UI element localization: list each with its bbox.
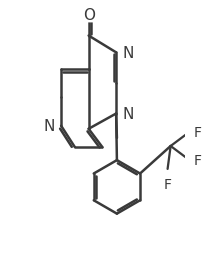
Text: O: O — [83, 8, 95, 23]
Text: N: N — [122, 107, 134, 121]
Text: F: F — [194, 153, 202, 167]
Text: N: N — [122, 46, 134, 61]
Text: N: N — [44, 119, 55, 134]
Text: F: F — [164, 177, 172, 191]
Text: F: F — [194, 126, 202, 140]
